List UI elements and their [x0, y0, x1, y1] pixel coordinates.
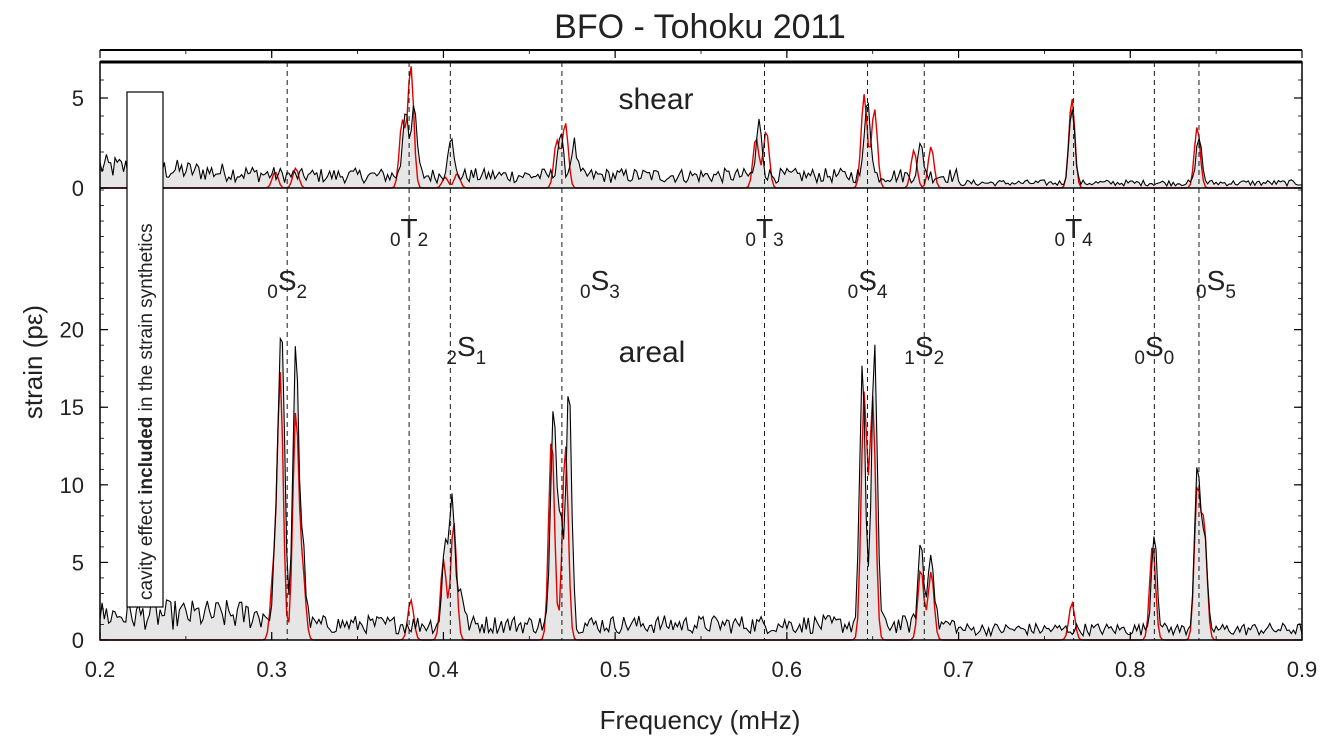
- mode-label-0T2: 0T2: [390, 213, 428, 251]
- mode-label-part: 2: [934, 348, 945, 369]
- x-tick-label: 0.2: [85, 657, 116, 682]
- mode-label-part: 2: [418, 230, 429, 251]
- mode-label-0S3: 0S3: [580, 265, 620, 303]
- areal-panel-label: areal: [619, 336, 686, 369]
- areal-observed-fill: [100, 338, 1302, 640]
- y-axis-title: strain (pε): [18, 305, 48, 419]
- areal-observed-area: [100, 338, 1302, 640]
- mode-label-part: 4: [877, 282, 888, 303]
- areal-panel: [99, 336, 1303, 641]
- x-tick-label: 0.9: [1287, 657, 1318, 682]
- mode-label-part: T: [401, 213, 418, 244]
- mode-label-part: T: [1065, 213, 1082, 244]
- mode-label-part: 0: [1054, 230, 1065, 251]
- y-tick-label: 15: [60, 395, 84, 420]
- mode-label-part: S: [591, 265, 610, 296]
- mode-reference-lines: [286, 62, 1200, 640]
- note-text: cavity effect included in the strain syn…: [136, 223, 157, 600]
- y-tick-label: 5: [72, 550, 84, 575]
- x-tick-label: 0.5: [600, 657, 631, 682]
- mode-label-part: 3: [609, 282, 620, 303]
- mode-label-part: T: [756, 213, 773, 244]
- mode-label-part: 0: [745, 230, 756, 251]
- x-axis: 0.2 0.3 0.4 0.5 0.6 0.7 0.8 0.9: [85, 50, 1318, 682]
- shear-observed-area: [100, 103, 1302, 188]
- y-tick-label: 5: [72, 86, 84, 111]
- mode-label-part: 2: [297, 282, 308, 303]
- x-tick-label: 0.8: [1115, 657, 1146, 682]
- mode-label-part: 0: [267, 282, 278, 303]
- mode-label-0S4: 0S4: [848, 265, 888, 303]
- chart-title: BFO - Tohoku 2011: [554, 8, 846, 46]
- shear-panel: [99, 66, 1303, 189]
- x-tick-label: 0.6: [772, 657, 803, 682]
- mode-label-part: 0: [1196, 282, 1207, 303]
- x-axis-title: Frequency (mHz): [600, 705, 801, 735]
- mode-label-part: 1: [476, 348, 487, 369]
- shear-observed-series: [99, 102, 1303, 188]
- mode-label-part: S: [915, 331, 934, 362]
- mode-label-part: 5: [1225, 282, 1236, 303]
- note-suffix: in the strain synthetics: [136, 223, 157, 416]
- mode-label-part: 2: [446, 348, 457, 369]
- y-tick-label: 0: [72, 628, 84, 653]
- mode-label-part: 4: [1082, 230, 1093, 251]
- mode-label-part: 0: [848, 282, 859, 303]
- mode-label-part: S: [858, 265, 877, 296]
- x-tick-label: 0.7: [943, 657, 974, 682]
- x-tick-label: 0.4: [428, 657, 459, 682]
- mode-label-part: S: [457, 331, 476, 362]
- mode-label-part: S: [278, 265, 297, 296]
- mode-label-part: S: [1207, 265, 1226, 296]
- y-tick-label: 0: [72, 176, 84, 201]
- mode-label-part: 0: [390, 230, 401, 251]
- mode-label-0T3: 0T3: [745, 213, 783, 251]
- mode-label-2S1: 2S1: [446, 331, 486, 369]
- mode-label-part: 3: [773, 230, 784, 251]
- note-prefix: cavity effect: [136, 495, 157, 600]
- y-tick-label: 20: [60, 318, 84, 343]
- mode-label-0T4: 0T4: [1054, 213, 1093, 251]
- shear-observed-fill: [100, 103, 1302, 188]
- areal-observed-series: [99, 336, 1303, 638]
- note-box: [126, 91, 164, 608]
- mode-label-0S0: 0S0: [1134, 331, 1174, 369]
- x-tick-label: 0.3: [256, 657, 287, 682]
- shear-observed-line: [99, 102, 1303, 188]
- y-tick-label: 10: [60, 473, 84, 498]
- shear-panel-label: shear: [618, 83, 693, 116]
- cavity-effect-note: cavity effect included in the strain syn…: [126, 91, 164, 608]
- mode-label-0S2: 0S2: [267, 265, 307, 303]
- note-bold: included: [136, 417, 157, 495]
- areal-observed-line: [99, 336, 1303, 638]
- mode-label-1S2: 1S2: [904, 331, 944, 369]
- mode-label-part: S: [1145, 331, 1164, 362]
- mode-label-part: 1: [904, 348, 915, 369]
- mode-label-0S5: 0S5: [1196, 265, 1236, 303]
- mode-label-part: 0: [580, 282, 591, 303]
- mode-label-part: 0: [1134, 348, 1145, 369]
- mode-label-part: 0: [1164, 348, 1175, 369]
